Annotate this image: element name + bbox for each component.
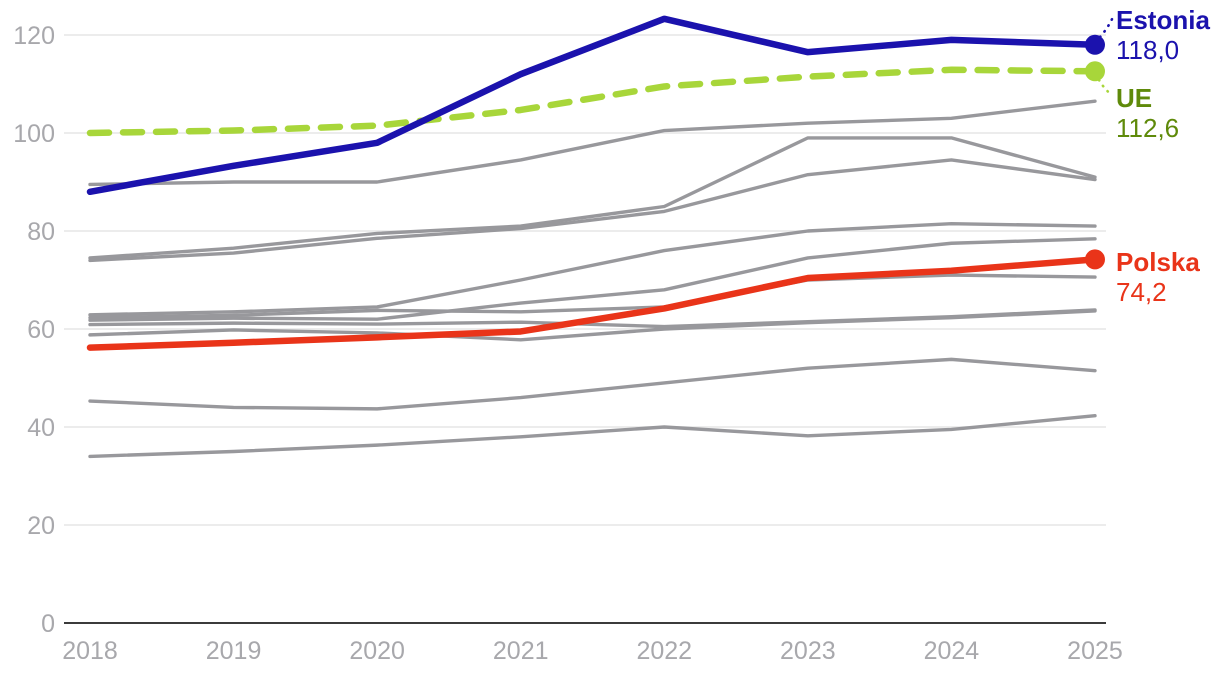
series-line-country-3 bbox=[88, 158, 1097, 263]
ue-value-text: 112,6 bbox=[1116, 113, 1180, 143]
series-end-dot-polska bbox=[1084, 249, 1105, 270]
x-tick-label-2021: 2021 bbox=[493, 637, 549, 665]
polska-value-text: 74,2 bbox=[1116, 277, 1167, 307]
series-end-dot-estonia bbox=[1084, 34, 1105, 55]
series-line-country-1 bbox=[88, 99, 1097, 187]
y-tick-label-40: 40 bbox=[27, 414, 55, 442]
y-tick-label-100: 100 bbox=[13, 120, 55, 148]
ue-series-label: UE 112,6 bbox=[1116, 83, 1179, 143]
series-line-country-8 bbox=[88, 309, 1097, 342]
x-tick-label-2018: 2018 bbox=[62, 637, 118, 665]
series-end-dot-ue bbox=[1084, 61, 1105, 82]
estonia-value-text: 118,0 bbox=[1116, 35, 1180, 65]
y-tick-label-60: 60 bbox=[27, 316, 55, 344]
ue-label-text: UE bbox=[1116, 83, 1153, 113]
label-connectors bbox=[1097, 15, 1115, 97]
chart-series-lines bbox=[86, 15, 1099, 459]
estonia-label-text: Estonia bbox=[1116, 5, 1210, 35]
series-line-country-5 bbox=[88, 237, 1097, 322]
estonia-series-label: Estonia 118,0 bbox=[1116, 5, 1210, 65]
x-tick-label-2025: 2025 bbox=[1067, 637, 1123, 665]
x-tick-label-2020: 2020 bbox=[349, 637, 405, 665]
series-line-country-9 bbox=[88, 357, 1097, 411]
series-line-country-6 bbox=[88, 273, 1097, 320]
y-tick-label-20: 20 bbox=[27, 512, 55, 540]
series-line-ue bbox=[86, 66, 1099, 137]
ue-label-connector bbox=[1097, 78, 1114, 97]
polska-series-label: Polska 74,2 bbox=[1116, 247, 1200, 307]
x-tick-label-2024: 2024 bbox=[924, 637, 980, 665]
y-tick-label-0: 0 bbox=[41, 610, 55, 638]
x-tick-label-2023: 2023 bbox=[780, 637, 836, 665]
x-tick-label-2022: 2022 bbox=[636, 637, 692, 665]
y-tick-label-120: 120 bbox=[13, 22, 55, 50]
series-line-country-10 bbox=[88, 414, 1097, 459]
series-line-country-4 bbox=[88, 221, 1097, 317]
chart-end-dots bbox=[1084, 34, 1105, 270]
series-line-estonia bbox=[86, 15, 1099, 196]
polska-label-text: Polska bbox=[1116, 247, 1200, 277]
y-tick-label-80: 80 bbox=[27, 218, 55, 246]
y-axis-tick-labels: 0 20 40 60 80 100 120 bbox=[13, 22, 55, 638]
series-line-country-2 bbox=[88, 136, 1097, 260]
x-tick-label-2019: 2019 bbox=[206, 637, 262, 665]
series-line-polska bbox=[86, 256, 1099, 351]
x-axis-tick-labels: 2018 2019 2020 2021 2022 2023 2024 2025 bbox=[62, 637, 1123, 665]
estonia-label-connector bbox=[1098, 15, 1115, 39]
